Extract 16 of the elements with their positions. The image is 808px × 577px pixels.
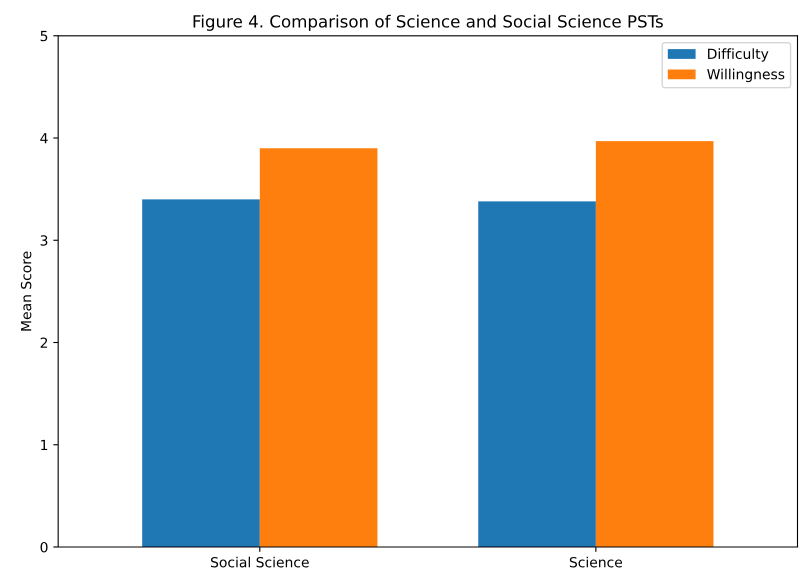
chart-title: Figure 4. Comparison of Science and Social Science PSTs <box>194 14 663 31</box>
bar <box>478 201 596 547</box>
y-tick-label: 0 <box>40 542 48 552</box>
y-axis-title: Mean Score <box>20 252 32 331</box>
legend-label: Willingness <box>707 68 784 82</box>
x-tick-label: Science <box>570 556 622 568</box>
bar <box>260 148 378 547</box>
y-tick-label: 1 <box>41 440 48 450</box>
legend-label: Difficulty <box>708 48 768 62</box>
bar <box>596 141 714 547</box>
y-tick-label: 5 <box>40 30 48 42</box>
y-tick-label: 4 <box>40 133 48 144</box>
x-tick-label: Social Science <box>211 556 309 568</box>
y-tick-label: 3 <box>40 235 48 246</box>
y-tick-label: 2 <box>40 337 48 348</box>
bar <box>142 199 260 547</box>
